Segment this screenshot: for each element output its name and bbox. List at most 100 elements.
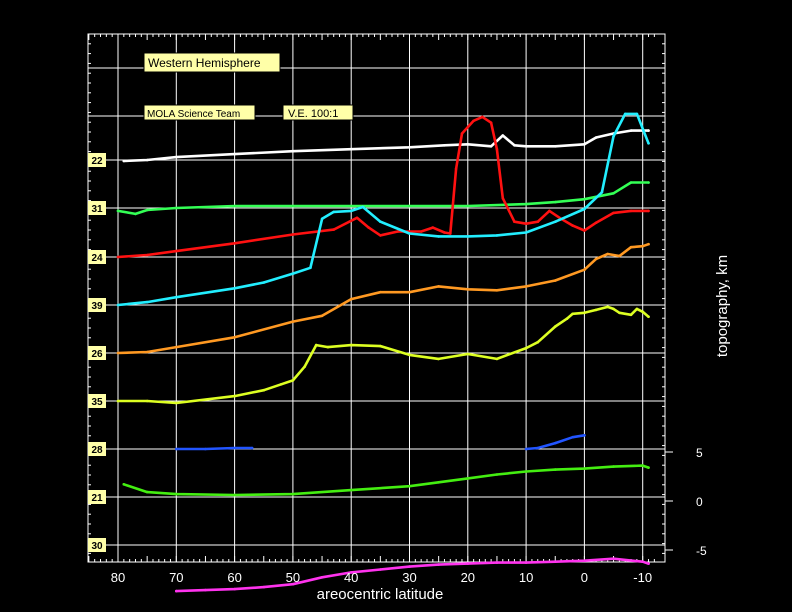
data-point	[145, 350, 149, 354]
data-point	[524, 285, 528, 288]
data-point	[594, 308, 598, 312]
data-point	[379, 344, 382, 348]
series-26	[116, 242, 650, 355]
data-point	[460, 132, 464, 135]
data-point	[489, 145, 493, 148]
series-label-28: 28	[88, 442, 106, 456]
data-point	[408, 232, 411, 235]
data-point	[320, 314, 324, 318]
data-point	[583, 229, 586, 232]
data-point	[175, 249, 178, 253]
data-point	[122, 159, 126, 163]
team-box: MOLA Science Team	[143, 104, 256, 121]
data-point	[524, 346, 528, 350]
team-box-bg	[143, 104, 256, 121]
data-point	[524, 222, 528, 225]
data-point	[379, 568, 382, 571]
x-tick-label: 50	[286, 570, 300, 585]
title-box: Western Hemisphere	[143, 52, 281, 73]
data-point	[291, 233, 295, 236]
data-point	[437, 235, 440, 238]
data-point	[524, 561, 528, 564]
x-axis-label: areocentric latitude	[317, 586, 444, 603]
data-point	[332, 210, 336, 214]
series-line-39	[116, 112, 650, 307]
data-point	[647, 466, 650, 469]
data-point	[647, 142, 650, 145]
series-label-31: 31	[88, 201, 106, 215]
series-label-bg	[88, 346, 106, 360]
series-39	[116, 112, 650, 307]
title-box-bg	[143, 52, 281, 73]
series-label-text: 31	[91, 204, 103, 215]
data-point	[554, 560, 557, 563]
data-point	[565, 317, 569, 321]
series-label-39: 39	[88, 298, 106, 312]
data-point	[466, 352, 470, 356]
data-point	[583, 197, 586, 201]
data-point	[116, 399, 120, 403]
data-point	[501, 134, 505, 137]
data-point	[641, 244, 644, 248]
data-point	[612, 211, 615, 215]
data-point	[501, 196, 505, 200]
data-point	[583, 311, 586, 315]
data-point	[600, 191, 604, 194]
data-point	[145, 399, 149, 403]
data-point	[481, 115, 484, 119]
series-28	[175, 434, 586, 451]
series-22	[122, 129, 650, 163]
series-label-text: 28	[91, 445, 103, 456]
data-point	[175, 206, 178, 210]
x-tick-label: 20	[461, 570, 475, 585]
data-point	[571, 435, 574, 439]
data-point	[320, 576, 324, 579]
series-label-text: 24	[91, 253, 103, 264]
data-point	[583, 467, 586, 470]
data-point	[175, 589, 178, 593]
data-point	[116, 255, 120, 259]
data-point	[583, 434, 586, 437]
data-point	[116, 303, 120, 307]
data-point	[233, 446, 236, 450]
x-tick-label: 70	[169, 570, 183, 585]
data-point	[594, 136, 598, 139]
data-point	[594, 221, 598, 224]
data-point	[291, 320, 295, 323]
data-point	[536, 220, 540, 223]
data-point	[536, 446, 540, 450]
data-point	[641, 560, 644, 563]
y-tick-label: -5	[696, 544, 707, 558]
series-label-bg	[88, 250, 106, 264]
series-line-21	[122, 464, 650, 497]
data-point	[291, 582, 295, 586]
series-label-21: 21	[88, 490, 106, 504]
series-label-22: 22	[88, 153, 106, 167]
data-point	[145, 208, 149, 212]
data-point	[349, 147, 353, 151]
data-point	[629, 209, 633, 213]
data-point	[408, 204, 411, 208]
data-point	[408, 353, 411, 357]
data-point	[524, 447, 528, 451]
data-point	[332, 228, 336, 231]
data-point	[291, 492, 295, 496]
data-point	[495, 147, 499, 151]
y-tick-labels: 5 0 -5	[696, 446, 707, 558]
data-point	[175, 492, 178, 496]
y-tick-label: 5	[696, 446, 703, 460]
data-point	[233, 287, 236, 290]
data-point	[419, 230, 423, 233]
data-point	[175, 155, 178, 159]
data-point	[513, 220, 516, 223]
data-point	[233, 336, 236, 339]
data-point	[443, 231, 446, 234]
ve-box: V.E. 100:1	[282, 104, 354, 121]
data-point	[349, 571, 353, 574]
data-point	[641, 310, 644, 314]
data-point	[303, 365, 306, 369]
data-point	[647, 181, 650, 184]
data-point	[583, 207, 586, 211]
series-label-bg	[88, 442, 106, 456]
x-tick-labels: 80 70 60 50 40 30 20 10 0 -10	[111, 570, 652, 585]
